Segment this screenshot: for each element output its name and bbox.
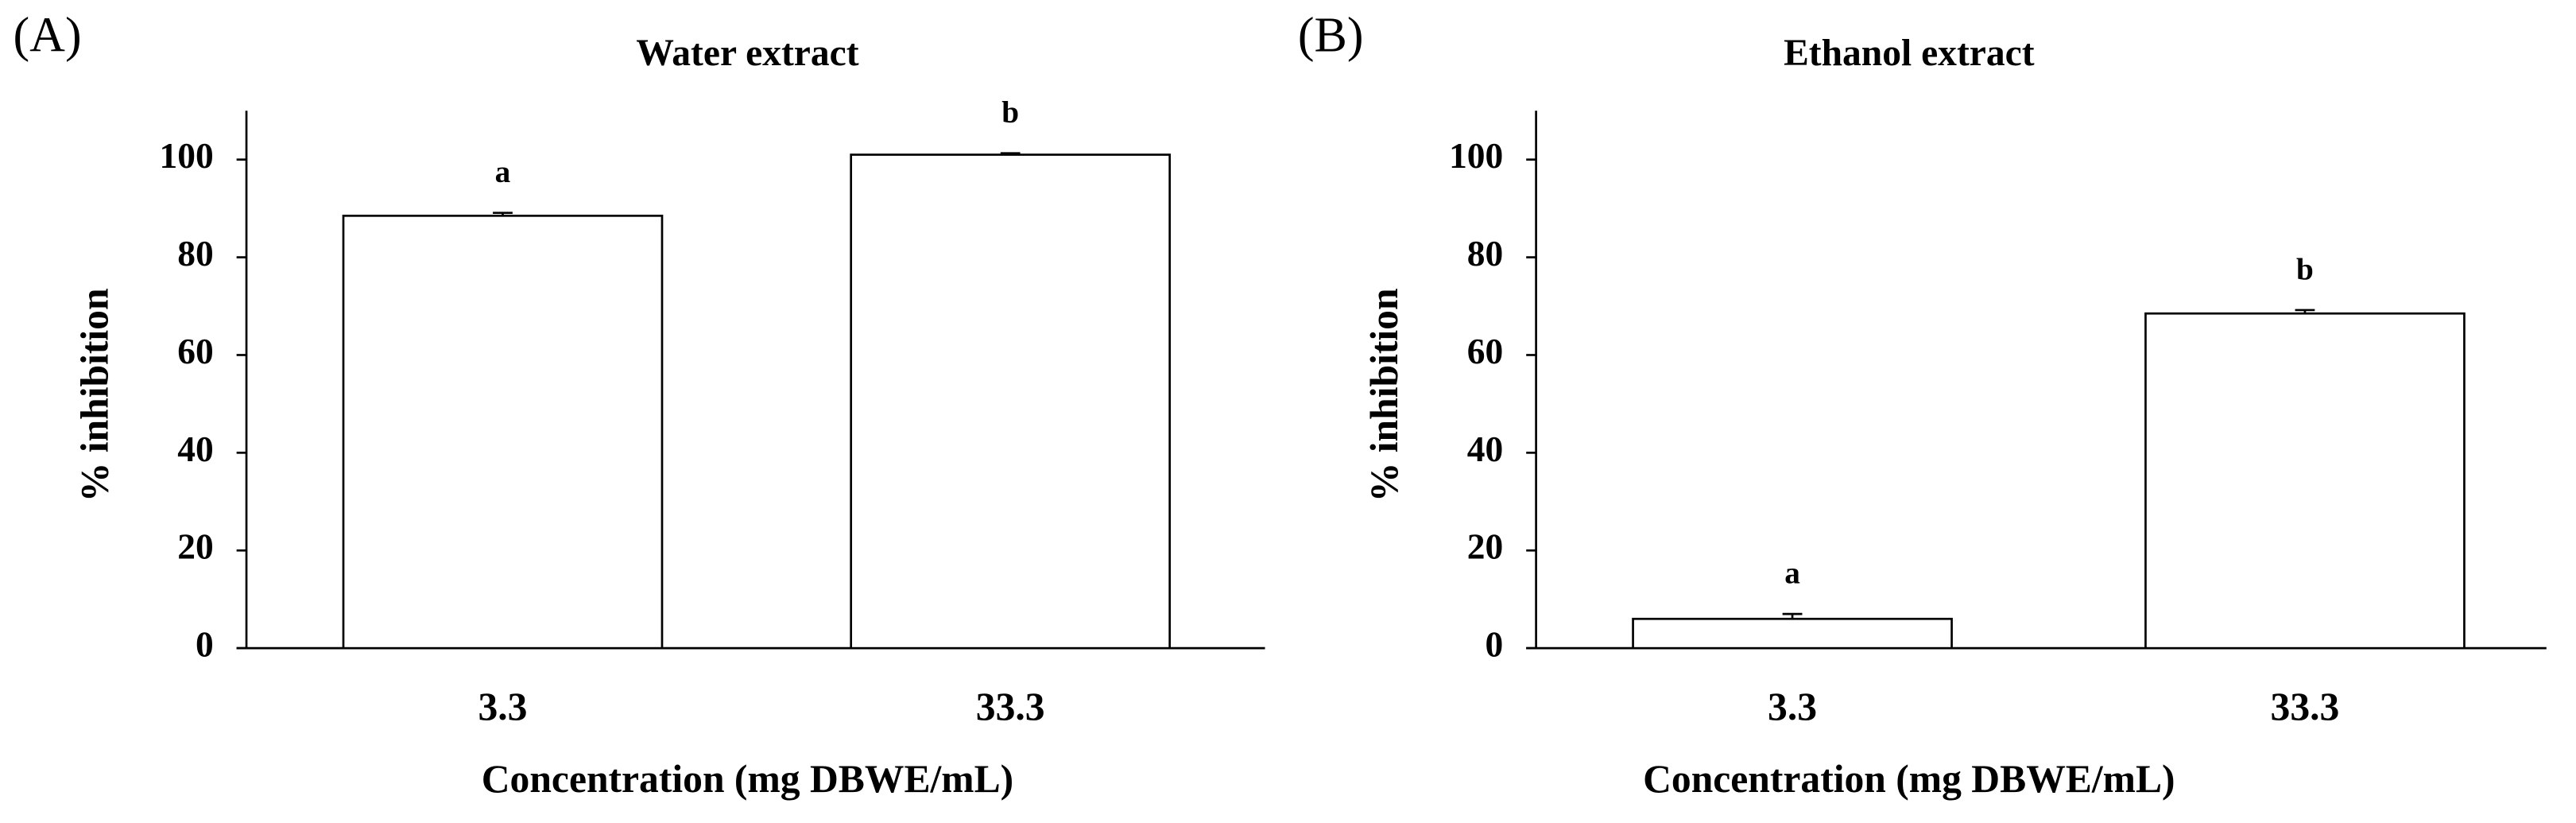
- x-axis-title: Concentration (mg DBWE/mL): [1643, 757, 2175, 801]
- chart-title: Water extract: [636, 33, 858, 74]
- x-tick-label: 3.3: [1768, 685, 1817, 728]
- y-tick-label: 20: [177, 526, 213, 567]
- error-bar: [1000, 152, 1021, 155]
- y-tick-label: 0: [1486, 624, 1504, 665]
- x-tick-label: 33.3: [976, 685, 1045, 728]
- y-axis-title: % inhibition: [1362, 288, 1406, 502]
- x-tick-label: 33.3: [2271, 685, 2340, 728]
- y-tick-label: 0: [196, 624, 214, 665]
- significance-letter: b: [2296, 252, 2314, 286]
- error-bar: [2295, 309, 2315, 314]
- panel-label: (B): [1298, 9, 1364, 63]
- error-bar: [1782, 612, 1803, 619]
- y-tick-label: 40: [177, 429, 213, 469]
- y-tick-label: 20: [1467, 526, 1503, 567]
- y-tick-label: 80: [1467, 233, 1503, 274]
- panel-label: (A): [14, 9, 82, 63]
- y-axis-title: % inhibition: [72, 288, 116, 502]
- bar: [2144, 312, 2466, 650]
- significance-letter: b: [1001, 95, 1019, 130]
- bar: [1632, 617, 1953, 650]
- bar: [342, 215, 664, 650]
- error-bar: [493, 212, 513, 216]
- y-tick-label: 100: [160, 135, 214, 176]
- x-tick-label: 3.3: [478, 685, 527, 728]
- x-axis-title: Concentration (mg DBWE/mL): [482, 757, 1013, 801]
- y-tick-label: 80: [177, 233, 213, 274]
- y-tick-label: 40: [1467, 429, 1503, 469]
- y-tick-label: 60: [177, 331, 213, 371]
- significance-letter: a: [1784, 557, 1800, 591]
- y-tick-label: 60: [1467, 331, 1503, 371]
- significance-letter: a: [495, 155, 511, 189]
- chart-title: Ethanol extract: [1784, 33, 2035, 74]
- y-tick-label: 100: [1449, 135, 1503, 176]
- bar: [850, 153, 1172, 650]
